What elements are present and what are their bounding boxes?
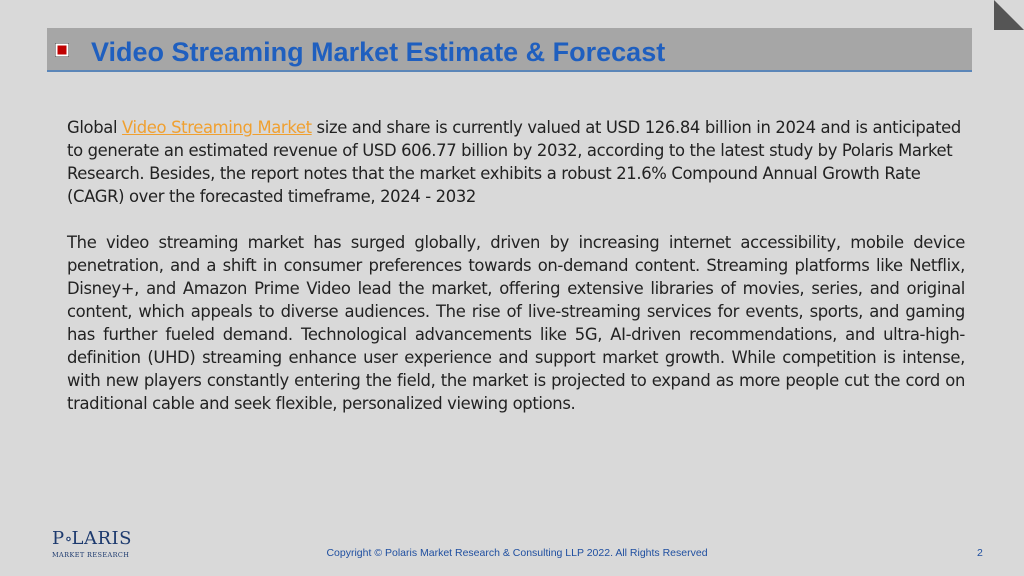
corner-fold-icon [994,0,1024,30]
checkbox-bullet-icon [55,43,69,57]
video-streaming-market-link[interactable]: Video Streaming Market [122,118,312,137]
paragraph-1-suffix: size and share is currently valued at US… [67,118,961,206]
title-bar: Video Streaming Market Estimate & Foreca… [47,28,972,72]
logo-subtitle: MARKET RESEARCH [52,551,130,559]
polaris-logo: P LARIS MARKET RESEARCH [52,530,132,564]
logo-letters-laris: LARIS [71,528,132,549]
slide-title: Video Streaming Market Estimate & Foreca… [91,37,666,67]
paragraph-2: The video streaming market has surged gl… [67,233,965,413]
star-icon [65,536,71,542]
logo-letter-p: P [52,528,65,549]
content-body: Global Video Streaming Market size and s… [67,116,965,415]
paragraph-1: Global Video Streaming Market size and s… [67,116,965,208]
page-number: 2 [977,547,983,559]
logo-wordmark: P LARIS [52,530,132,548]
footer-copyright: Copyright © Polaris Market Research & Co… [326,547,708,559]
paragraph-1-prefix: Global [67,118,123,137]
